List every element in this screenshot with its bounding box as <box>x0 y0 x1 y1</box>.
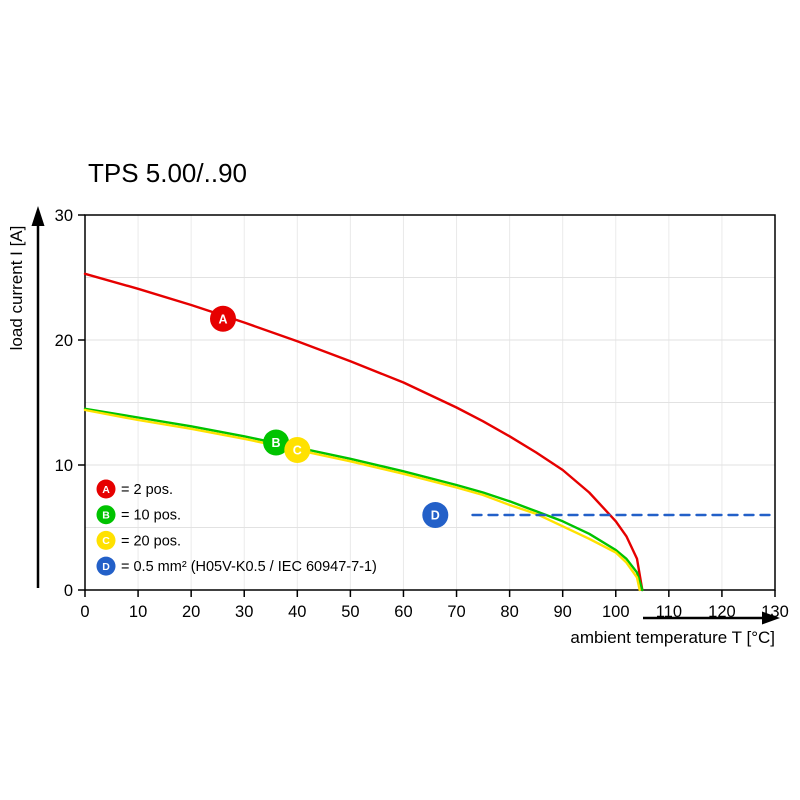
x-tick-label: 30 <box>235 603 253 621</box>
series-C-curve <box>83 408 641 592</box>
x-tick-label: 80 <box>500 603 518 621</box>
legend-badge-D <box>96 556 116 576</box>
legend-key-C: C <box>102 535 110 547</box>
chart-title: TPS 5.00/..90 <box>88 158 247 188</box>
x-tick-label: 60 <box>394 603 412 621</box>
legend-key-D: D <box>102 561 110 573</box>
x-tick-label: 70 <box>447 603 465 621</box>
legend-label-D: = 0.5 mm² (H05V-K0.5 / IEC 60947-7-1) <box>121 559 377 575</box>
marker-C <box>284 437 311 463</box>
marker-D-letter: D <box>431 509 440 523</box>
y-tick-label: 0 <box>64 582 73 600</box>
x-tick-label: 120 <box>708 603 736 621</box>
legend-badge-A <box>96 479 116 499</box>
y-tick-label: 10 <box>55 457 73 475</box>
x-tick-label: 20 <box>182 603 200 621</box>
marker-B <box>263 429 290 456</box>
marker-D <box>422 502 449 528</box>
x-tick-label: 40 <box>288 603 306 621</box>
marker-C-letter: C <box>293 444 302 458</box>
plot-border <box>84 214 776 591</box>
chart-dynamic-layer: 0 10 20 30 40 50 60 70 80 90 100 110 120 1300102030AB… <box>55 207 789 621</box>
x-tick-label: 50 <box>341 603 359 621</box>
marker-A-letter: A <box>218 312 227 326</box>
marker-A <box>210 305 236 332</box>
x-axis-label: ambient temperature T [°C] <box>570 628 775 647</box>
series-B-curve <box>83 407 644 592</box>
legend-key-B: B <box>102 510 110 522</box>
y-tick-label: 20 <box>55 332 73 350</box>
legend-label-C: = 20 pos. <box>121 533 181 549</box>
legend-label-A: = 2 pos. <box>121 482 173 498</box>
y-axis-arrow <box>31 206 45 588</box>
legend-badge-B <box>96 505 116 525</box>
legend-key-A: A <box>102 484 110 496</box>
x-tick-label: 90 <box>554 603 572 621</box>
x-axis-arrow <box>643 611 780 625</box>
legend-label-B: = 10 pos. <box>121 508 181 524</box>
legend-badge-C <box>96 530 116 550</box>
y-axis-label: load current I [A] <box>7 226 26 351</box>
y-tick-label: 30 <box>55 207 73 225</box>
x-tick-label: 100 <box>602 603 630 621</box>
x-tick-label: 0 <box>80 603 89 621</box>
x-tick-label: 110 <box>656 603 682 621</box>
x-tick-label: 10 <box>129 603 147 621</box>
marker-B-letter: B <box>272 436 281 450</box>
